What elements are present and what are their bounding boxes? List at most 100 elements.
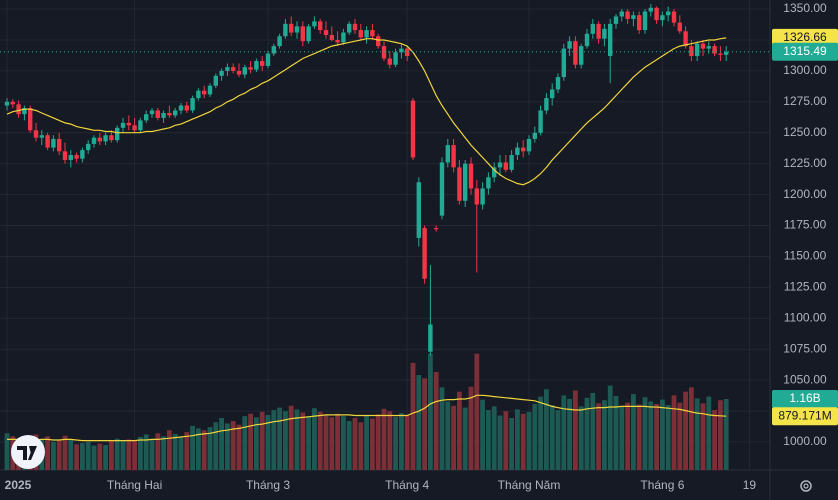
volume-bar (451, 405, 456, 470)
candle-body (306, 26, 311, 42)
candle-body (335, 39, 340, 43)
volume-bar (578, 406, 584, 470)
candle-body (190, 98, 195, 111)
candle-body (242, 67, 247, 75)
candle-body (381, 46, 387, 59)
price-tag (772, 42, 838, 61)
volume-bar (242, 416, 248, 470)
candle-body (584, 33, 590, 47)
y-tick-label: 1100.00 (784, 310, 827, 324)
volume-bar (4, 433, 10, 470)
y-tick-label: 1200.00 (783, 187, 827, 201)
y-tick-label: 1050.00 (783, 372, 827, 386)
candle-body (62, 151, 68, 160)
volume-bar (265, 414, 271, 470)
candle-body (573, 41, 578, 65)
candle-body (167, 112, 172, 116)
candle-body (138, 120, 143, 131)
volume-bar (277, 407, 282, 470)
volume-bar (381, 408, 387, 470)
volume-bar (648, 401, 654, 470)
candle-body (671, 11, 677, 23)
volume-bar (723, 399, 729, 470)
volume-bar (660, 399, 665, 470)
candle-body (393, 52, 398, 65)
candle-body (532, 132, 537, 139)
volume-bar (120, 441, 126, 470)
volume-bar (689, 387, 694, 470)
volume-bar (254, 417, 259, 470)
candle-body (173, 110, 178, 116)
candle-body (4, 101, 10, 106)
volume-bar (532, 403, 538, 470)
candle-body (39, 135, 44, 138)
settings-icon[interactable] (800, 480, 812, 492)
candle-body (10, 101, 15, 105)
x-tick-label: Tháng 6 (640, 478, 684, 492)
volume-bar (370, 418, 375, 470)
candle-body (294, 26, 300, 33)
price-tag-label: 1.16B (789, 391, 820, 405)
volume-bar (300, 412, 306, 470)
candle-body (712, 46, 717, 54)
candle-body (468, 163, 474, 189)
volume-bar (375, 414, 381, 470)
candle-body (271, 46, 276, 54)
candle-body (68, 155, 73, 160)
volume-bar (509, 417, 514, 470)
price-tag (772, 28, 838, 47)
volume-bar (677, 402, 683, 470)
price-tag-label: 1326.66 (783, 30, 827, 44)
candle-body (590, 23, 595, 34)
volume-bar (700, 403, 706, 470)
volume-bar (201, 430, 207, 470)
volume-bar (474, 353, 480, 470)
volume-bar (306, 416, 311, 470)
volume-bar (109, 440, 114, 470)
candle-body (555, 77, 561, 90)
volume-bar (341, 416, 346, 470)
volume-bar (352, 417, 358, 470)
volume-bar (584, 397, 590, 470)
y-tick-label: 1275.00 (783, 94, 827, 108)
candle-body (451, 145, 456, 168)
y-tick-label: 1000.00 (783, 434, 827, 448)
candle-body (666, 11, 671, 16)
volume-bar (573, 390, 578, 470)
volume-bar (346, 421, 352, 470)
candle-body (497, 162, 503, 168)
volume-bar (149, 438, 155, 470)
candle-body (149, 110, 155, 115)
volume-bar (439, 387, 445, 470)
volume-bar (358, 422, 364, 470)
candle-body (370, 30, 375, 37)
candle-body (608, 23, 613, 57)
candle-body (225, 67, 230, 71)
price-tag-label: 879.171M (778, 408, 831, 422)
candle-body (126, 122, 131, 126)
candle-body (323, 30, 329, 36)
y-tick-label: 1075.00 (783, 341, 827, 355)
candle-body (422, 228, 427, 279)
volume-bar (219, 417, 224, 470)
candle-body (648, 7, 653, 12)
candle-body (144, 114, 149, 121)
volume-bar (74, 444, 79, 470)
volume-bar (213, 422, 219, 470)
volume-bar (619, 405, 625, 470)
volume-bar (416, 375, 422, 470)
candle-body (399, 48, 404, 53)
volume-bar (259, 411, 265, 470)
volume-bar (491, 406, 497, 470)
candle-body (202, 90, 207, 95)
candle-body (457, 167, 462, 201)
candle-body (120, 122, 126, 128)
candle-body (97, 137, 102, 142)
volume-bar (51, 441, 56, 470)
candle-body (515, 147, 520, 156)
candle-body (300, 26, 305, 42)
candle-body (236, 70, 242, 75)
volume-bar (236, 424, 242, 470)
